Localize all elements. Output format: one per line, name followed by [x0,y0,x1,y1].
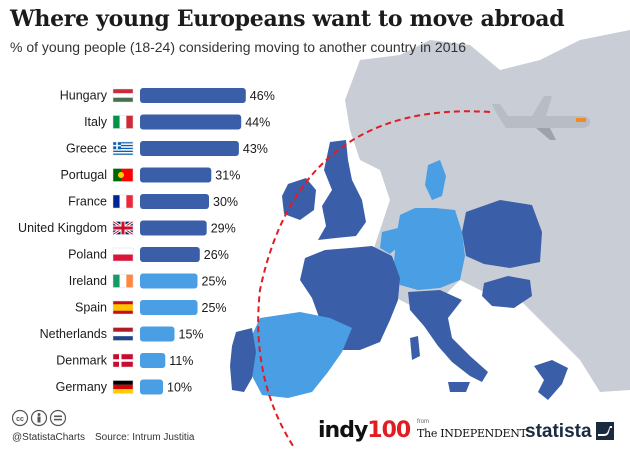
source-note: Source: Intrum Justitia [95,432,195,443]
license-icons: cc [12,409,67,427]
map-scandinavia [400,55,480,180]
category-label: Portugal [60,168,107,182]
map-ireland [282,178,316,220]
value-label: 43% [243,142,268,156]
value-label: 11% [169,354,193,368]
category-label: Netherlands [40,327,107,341]
chart-subtitle: % of young people (18-24) considering mo… [10,39,467,55]
value-label: 31% [215,169,240,183]
statista-logo-icon [596,422,614,440]
map-uk [318,140,366,240]
airplane-icon [492,96,590,140]
flag-ireland-icon [112,274,134,288]
map-netherlands [380,228,400,254]
flag-italy-icon [112,115,134,129]
value-label: 25% [202,301,227,315]
flag-hungary-icon [112,88,134,103]
value-label: 46% [250,89,275,103]
flag-spain-icon [112,300,134,315]
category-label: United Kingdom [18,221,107,235]
map-denmark [425,160,446,200]
category-label: Spain [75,301,107,315]
category-label: Ireland [69,274,107,288]
map-spain [246,312,352,398]
category-label: Denmark [56,354,107,368]
map-sardinia [410,336,420,360]
map-poland [462,200,542,268]
statista-handle: @StatistaCharts [12,432,85,443]
value-label: 26% [204,248,229,262]
category-label: Italy [84,115,108,129]
flag-netherlands-icon [112,327,134,341]
indy100-logo: indy100 [318,418,411,443]
flight-path [257,110,491,449]
category-label: Greece [66,142,107,156]
indy100-logo-number: 100 [367,418,411,443]
map-sicily [448,382,470,392]
category-label: Germany [56,380,108,394]
independent-logo: The INDEPENDENT [417,427,527,440]
bar-hungary [140,88,246,103]
from-label: from [417,419,429,425]
value-label: 15% [179,328,204,342]
flag-portugal-icon [112,168,134,182]
value-label: 44% [245,116,270,130]
value-label: 29% [211,222,236,236]
no-derivatives-icon [49,409,67,427]
map-portugal [230,328,256,392]
bar-poland [140,247,200,262]
bar-portugal [140,167,212,183]
statista-logo: statista [525,421,592,442]
flag-greece-icon [112,141,134,156]
map-italy [408,290,488,382]
bar-greece [140,141,239,156]
bar-france [140,194,209,209]
bar-denmark [140,353,166,368]
value-label: 30% [213,195,238,209]
map-hungary [482,276,532,308]
indy100-logo-word: indy [318,418,368,443]
value-label: 10% [167,381,192,395]
svg-text:cc: cc [16,416,24,423]
bar-netherlands [140,326,175,342]
map-greece [534,360,568,400]
category-label: Hungary [60,89,108,103]
value-label: 25% [202,275,227,289]
bar-united-kingdom [140,220,207,236]
category-label: France [68,195,107,209]
bar-italy [140,114,242,130]
flag-france-icon [112,194,134,209]
flag-denmark-icon [112,353,134,368]
flag-united-kingdom-icon [112,220,134,236]
bar-ireland [140,273,198,289]
category-label: Poland [68,248,107,262]
flag-poland-icon [112,247,134,262]
map-germany [394,208,465,290]
cc-icon: cc [12,409,29,427]
chart-title: Where young Europeans want to move abroa… [10,6,565,32]
flag-germany-icon [112,380,134,394]
bar-germany [140,379,163,395]
attribution-icon [30,409,48,427]
bar-spain [140,300,198,315]
